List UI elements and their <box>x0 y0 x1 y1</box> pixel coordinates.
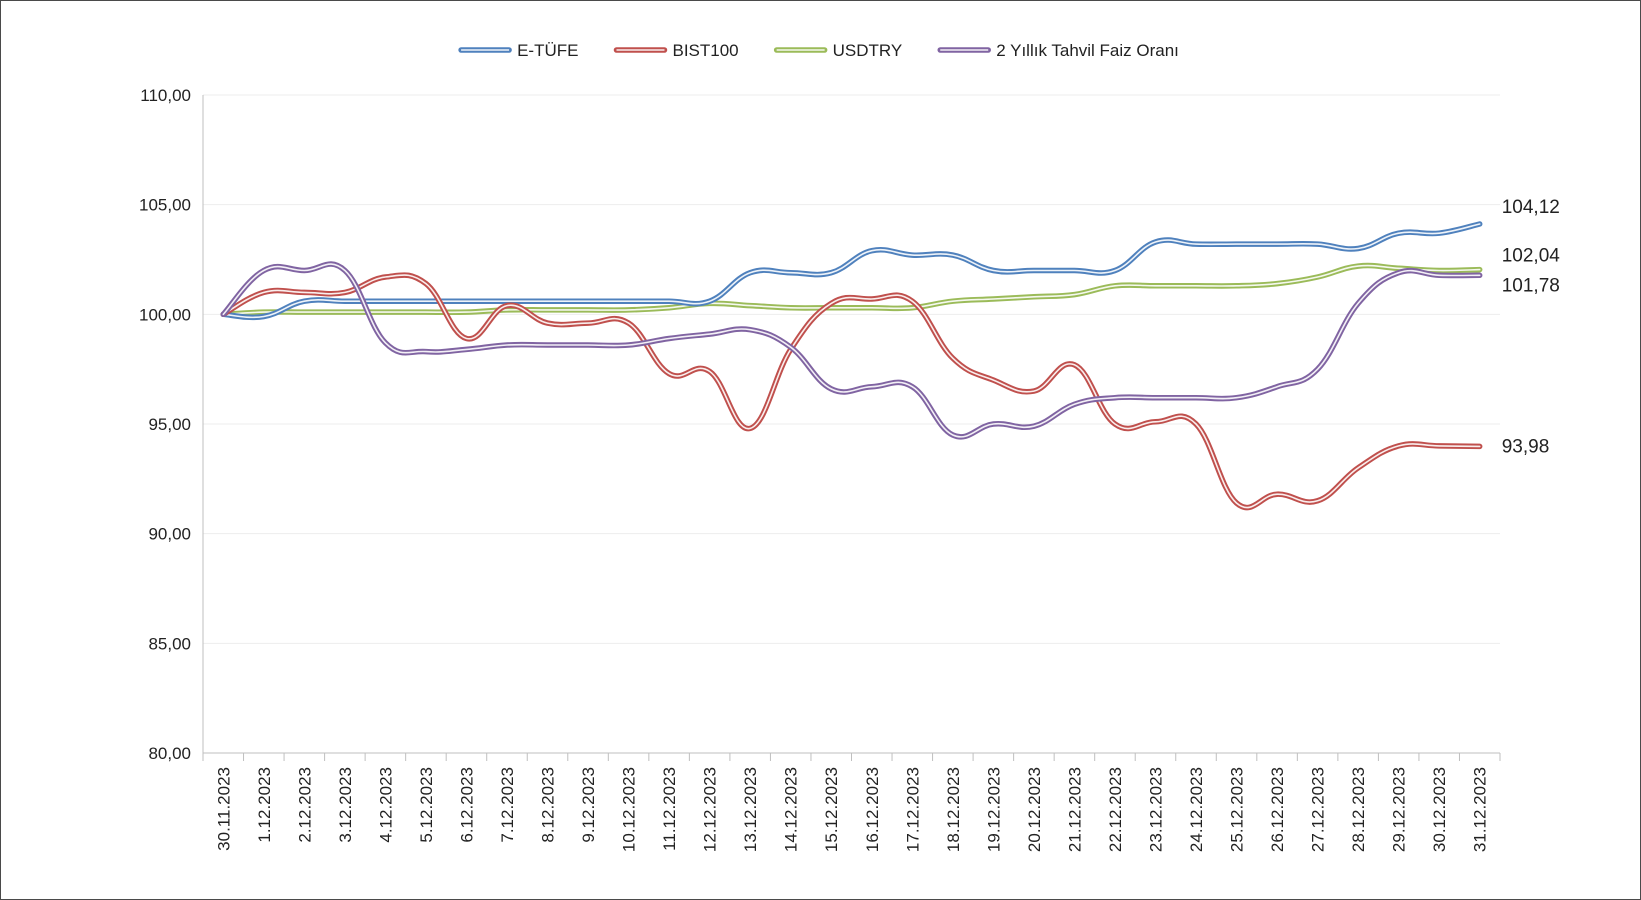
series-line-highlight-2-y-ll-k-tahvil-faiz-oran- <box>222 263 1481 438</box>
legend-label: BIST100 <box>672 41 738 60</box>
x-tick-label: 24.12.2023 <box>1187 767 1206 852</box>
y-axis-ticks: 80,00 85,00 90,00 95,00 100,00 105,00 110,00 <box>139 86 191 763</box>
end-label: 93,98 <box>1502 436 1550 457</box>
legend-label: E-TÜFE <box>517 41 578 60</box>
series-line-highlight-bist100 <box>222 274 1481 509</box>
x-tick-label: 16.12.2023 <box>863 767 882 852</box>
x-tick-label: 26.12.2023 <box>1268 767 1287 852</box>
x-tick-label: 1.12.2023 <box>255 767 274 843</box>
legend-item: USDTRY <box>773 41 903 60</box>
x-tick-label: 21.12.2023 <box>1065 767 1084 852</box>
x-tick-label: 5.12.2023 <box>417 767 436 843</box>
y-tick-label: 110,00 <box>140 86 191 105</box>
x-tick-label: 10.12.2023 <box>620 767 639 852</box>
x-tick-label: 25.12.2023 <box>1228 767 1247 852</box>
series-line-highlight-usdtry <box>222 264 1481 316</box>
end-label: 102,04 <box>1502 246 1561 267</box>
legend-item: 2 Yıllık Tahvil Faiz Oranı <box>937 41 1179 60</box>
x-tick-label: 12.12.2023 <box>701 767 720 852</box>
x-tick-label: 17.12.2023 <box>903 767 922 852</box>
y-tick-label: 95,00 <box>148 415 191 434</box>
legend-label: 2 Yıllık Tahvil Faiz Oranı <box>996 41 1179 60</box>
x-tick-label: 18.12.2023 <box>944 767 963 852</box>
x-tick-label: 19.12.2023 <box>984 767 1003 852</box>
x-tick-label: 31.12.2023 <box>1471 767 1490 852</box>
legend-item: E-TÜFE <box>458 41 578 60</box>
x-tick-label: 14.12.2023 <box>782 767 801 852</box>
x-tick-label: 6.12.2023 <box>457 767 476 843</box>
x-tick-label: 2.12.2023 <box>295 767 314 843</box>
y-tick-label: 100,00 <box>139 305 191 324</box>
series-line-usdtry <box>220 262 1483 318</box>
y-tick-label: 90,00 <box>148 525 191 544</box>
x-axis-ticks: 30.11.2023 1.12.2023 2.12.2023 3.12.2023 4.1… <box>202 753 1501 852</box>
x-tick-label: 28.12.2023 <box>1349 767 1368 852</box>
end-label: 104,12 <box>1502 197 1560 218</box>
x-tick-label: 9.12.2023 <box>579 767 598 843</box>
x-tick-label: 27.12.2023 <box>1309 767 1328 852</box>
x-tick-label: 20.12.2023 <box>1025 767 1044 852</box>
x-tick-label: 7.12.2023 <box>498 767 517 843</box>
series-line-2-y-ll-k-tahvil-faiz-oran- <box>220 261 1483 440</box>
x-tick-label: 13.12.2023 <box>741 767 760 852</box>
x-tick-label: 23.12.2023 <box>1146 767 1165 852</box>
gridlines <box>203 94 1500 644</box>
series-line-highlight-e-t-fe <box>222 223 1481 319</box>
legend-label: USDTRY <box>833 41 903 60</box>
x-tick-label: 29.12.2023 <box>1390 767 1409 852</box>
end-label: 101,78 <box>1502 275 1560 296</box>
series-lines <box>220 221 1483 511</box>
legend: E-TÜFE BIST100 USDTRY 2 Yıllık Tahvil Faiz … <box>458 41 1179 60</box>
y-tick-label: 105,00 <box>139 196 191 215</box>
legend-item: BIST100 <box>613 41 739 60</box>
x-tick-label: 4.12.2023 <box>376 767 395 843</box>
end-labels: 104,12 93,98 102,04 101,78 <box>1502 197 1561 457</box>
x-tick-label: 8.12.2023 <box>539 767 558 843</box>
y-tick-label: 85,00 <box>148 634 191 653</box>
y-tick-label: 80,00 <box>148 744 191 763</box>
x-tick-label: 11.12.2023 <box>660 767 679 851</box>
x-tick-label: 22.12.2023 <box>1106 767 1125 852</box>
x-tick-label: 30.11.2023 <box>214 767 233 851</box>
x-tick-label: 30.12.2023 <box>1430 767 1449 852</box>
x-tick-label: 15.12.2023 <box>822 767 841 852</box>
series-line-e-t-fe <box>220 221 1483 321</box>
x-tick-label: 3.12.2023 <box>336 767 355 843</box>
